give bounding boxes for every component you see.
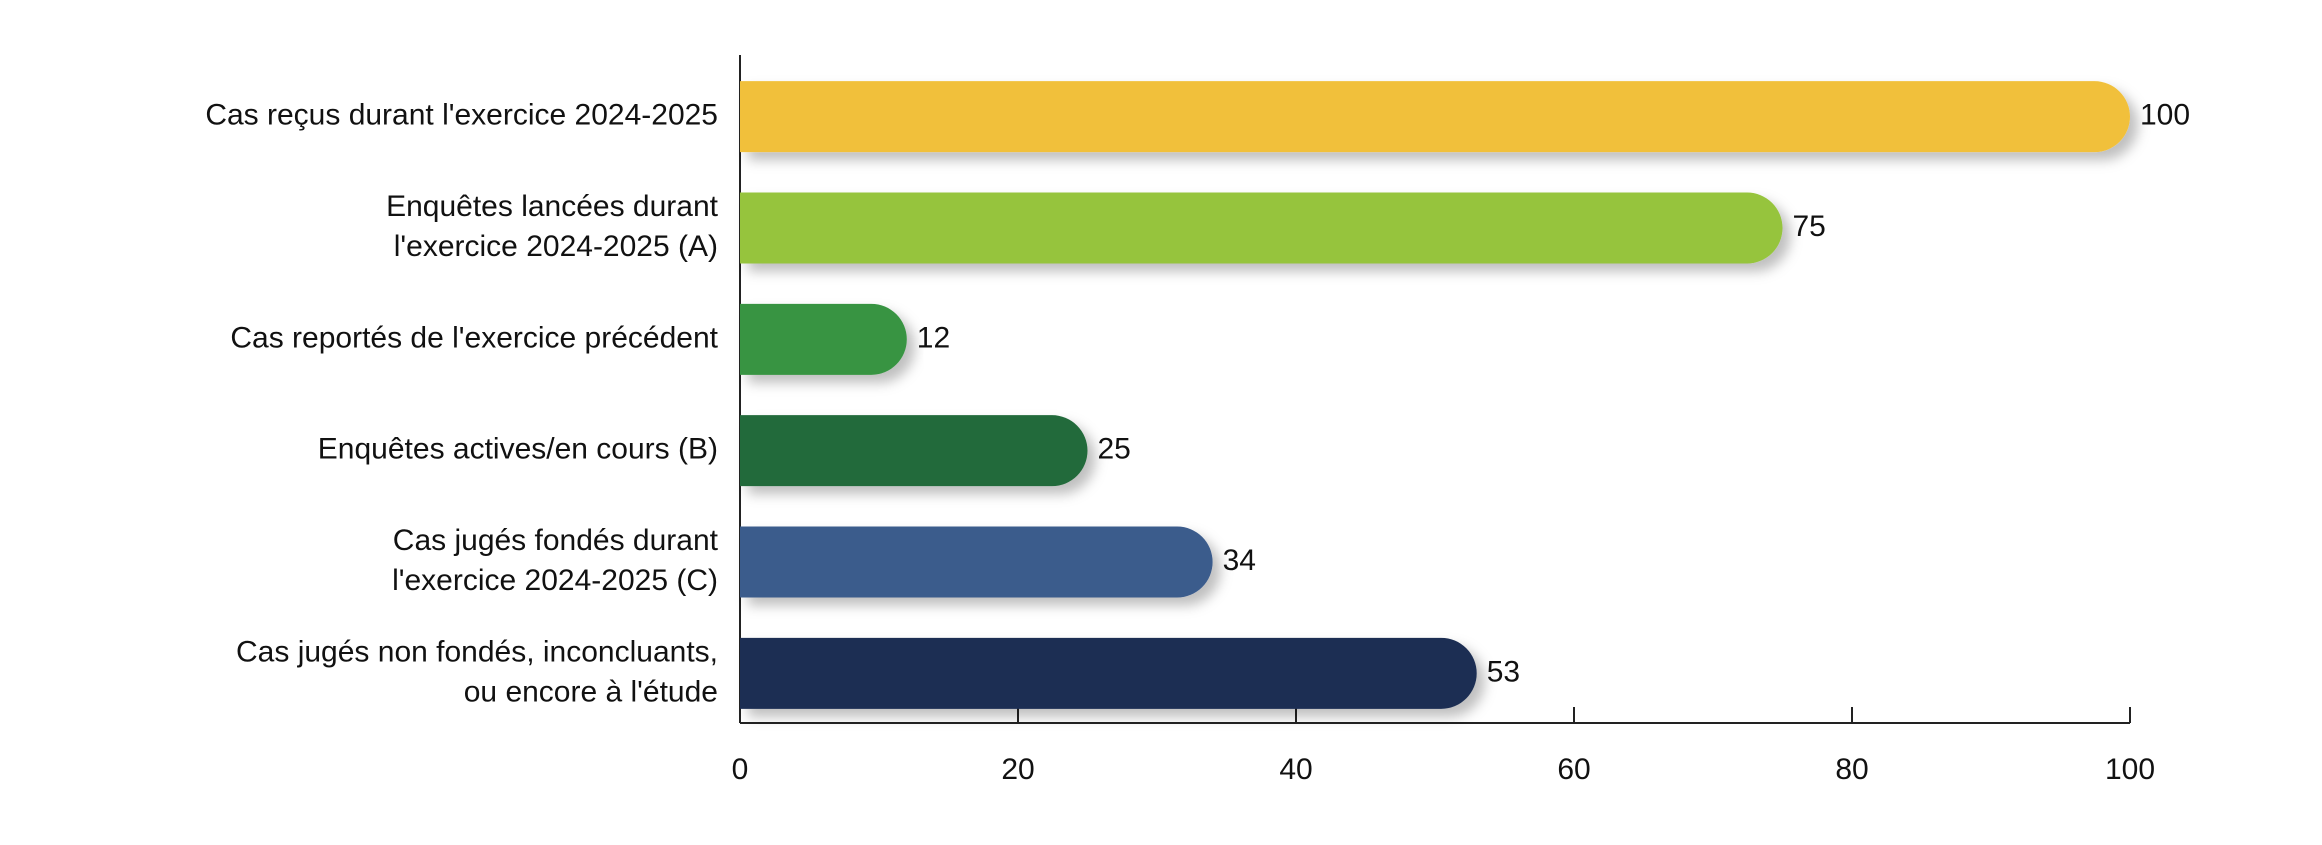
bar [740, 81, 2130, 153]
bar [740, 303, 907, 375]
y-tick-label-line: Cas reportés de l'exercice précédent [230, 321, 718, 354]
bar [740, 192, 1783, 264]
value-label: 75 [1793, 210, 1826, 243]
y-tick-label-line: Cas reçus durant l'exercice 2024-2025 [205, 99, 718, 132]
y-tick-label: Cas reçus durant l'exercice 2024-2025 [205, 99, 718, 132]
value-label: 12 [917, 321, 950, 354]
value-label: 100 [2140, 99, 2190, 132]
y-tick-label-line: l'exercice 2024-2025 (C) [392, 564, 718, 597]
y-tick-label: Cas reportés de l'exercice précédent [230, 321, 718, 354]
y-tick-label: Enquêtes actives/en cours (B) [318, 433, 718, 466]
bar [740, 526, 1213, 598]
y-tick-label: Cas jugés non fondés, inconcluants, ou en… [236, 635, 718, 708]
x-tick-label: 40 [1279, 753, 1312, 786]
y-tick-label-line: ou encore à l'étude [464, 675, 718, 708]
y-tick-label-line: l'exercice 2024-2025 (A) [394, 230, 718, 263]
y-tick-label: Cas jugés fondés durant l'exercice 2024-2… [392, 524, 719, 597]
y-tick-label-line: Enquêtes actives/en cours (B) [318, 433, 718, 466]
x-tick-label: 0 [732, 753, 749, 786]
bar [740, 637, 1477, 709]
bar [740, 415, 1088, 487]
value-label: 34 [1223, 544, 1256, 577]
y-tick-label-line: Cas jugés fondés durant [393, 524, 719, 557]
x-tick-label: 80 [1835, 753, 1868, 786]
value-label: 53 [1487, 655, 1520, 688]
y-tick-label-line: Cas jugés non fondés, inconcluants, [236, 635, 718, 668]
y-tick-label: Enquêtes lancées durant l'exercice 2024-2… [386, 190, 719, 263]
x-tick-label: 100 [2105, 753, 2155, 786]
x-tick-label: 60 [1557, 753, 1590, 786]
value-label: 25 [1098, 433, 1131, 466]
y-tick-label-line: Enquêtes lancées durant [386, 190, 719, 223]
x-tick-label: 20 [1001, 753, 1034, 786]
